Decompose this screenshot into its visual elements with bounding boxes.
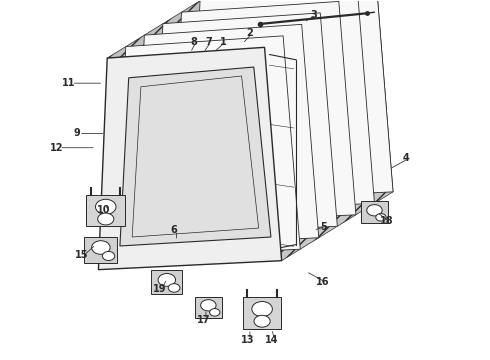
Polygon shape xyxy=(210,0,393,201)
Polygon shape xyxy=(136,24,319,247)
FancyBboxPatch shape xyxy=(84,237,117,263)
Polygon shape xyxy=(172,1,356,224)
Polygon shape xyxy=(154,13,337,235)
Polygon shape xyxy=(98,47,282,270)
Polygon shape xyxy=(117,36,300,258)
Circle shape xyxy=(252,301,272,316)
Text: 18: 18 xyxy=(380,216,393,226)
FancyBboxPatch shape xyxy=(243,297,281,329)
Text: 10: 10 xyxy=(97,206,110,216)
Circle shape xyxy=(98,213,114,225)
FancyBboxPatch shape xyxy=(195,297,222,318)
Text: 15: 15 xyxy=(74,250,88,260)
Polygon shape xyxy=(120,67,271,246)
Circle shape xyxy=(376,213,386,221)
Polygon shape xyxy=(265,0,393,261)
Circle shape xyxy=(96,199,116,214)
Text: 2: 2 xyxy=(246,28,253,38)
Circle shape xyxy=(158,274,175,286)
Text: 3: 3 xyxy=(310,10,317,20)
FancyBboxPatch shape xyxy=(86,194,125,226)
Text: 4: 4 xyxy=(403,153,410,163)
Circle shape xyxy=(201,300,216,311)
Circle shape xyxy=(367,204,382,216)
Text: 19: 19 xyxy=(153,284,166,294)
Text: 5: 5 xyxy=(320,222,326,231)
Circle shape xyxy=(254,315,270,327)
Text: 16: 16 xyxy=(317,277,330,287)
FancyBboxPatch shape xyxy=(151,270,182,294)
Circle shape xyxy=(168,284,180,292)
FancyBboxPatch shape xyxy=(361,202,388,223)
Text: 6: 6 xyxy=(171,225,177,235)
Circle shape xyxy=(92,241,110,254)
Polygon shape xyxy=(191,0,374,212)
Text: 8: 8 xyxy=(190,37,197,47)
Text: 12: 12 xyxy=(50,143,64,153)
Text: 13: 13 xyxy=(241,334,254,345)
Text: 1: 1 xyxy=(220,37,226,47)
Text: 11: 11 xyxy=(62,78,76,88)
Text: 14: 14 xyxy=(265,334,279,345)
Circle shape xyxy=(102,252,115,261)
Polygon shape xyxy=(107,0,376,58)
Text: 9: 9 xyxy=(73,129,80,138)
Text: 17: 17 xyxy=(196,315,210,325)
Circle shape xyxy=(210,309,220,316)
Text: 7: 7 xyxy=(205,37,212,47)
